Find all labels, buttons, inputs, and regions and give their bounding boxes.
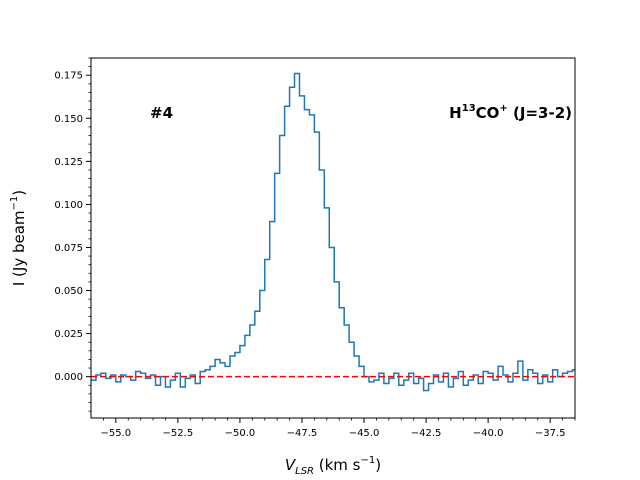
y-tick-label: 0.150 [54, 114, 83, 125]
x-tick-label: −45.0 [349, 428, 380, 439]
y-tick-label: 0.025 [54, 329, 83, 340]
x-axis-label: VLSR (km s−1) [285, 455, 381, 477]
y-tick-label: 0.100 [54, 200, 83, 211]
series-layer [91, 72, 575, 392]
x-tick-label: −42.5 [411, 428, 442, 439]
spectrum-series-line [91, 72, 575, 392]
x-tick-label: −40.0 [473, 428, 504, 439]
annotation-right: H13CO+ (J=3-2) [449, 103, 572, 122]
y-tick-label: 0.075 [54, 243, 83, 254]
x-tick-label: −37.5 [535, 428, 566, 439]
y-tick-label: 0.125 [54, 157, 83, 168]
y-axis-label: I (Jy beam−1) [9, 190, 28, 286]
x-tick-label: −50.0 [225, 428, 256, 439]
x-tick-label: −47.5 [287, 428, 318, 439]
plot-area [91, 58, 575, 418]
annotation-left: #4 [150, 104, 173, 122]
y-tick-label: 0.175 [54, 71, 83, 82]
y-tick-label: 0.000 [54, 372, 83, 383]
x-tick-label: −55.0 [100, 428, 131, 439]
plot-frame [90, 57, 576, 419]
y-tick-label: 0.050 [54, 286, 83, 297]
x-tick-label: −52.5 [163, 428, 194, 439]
